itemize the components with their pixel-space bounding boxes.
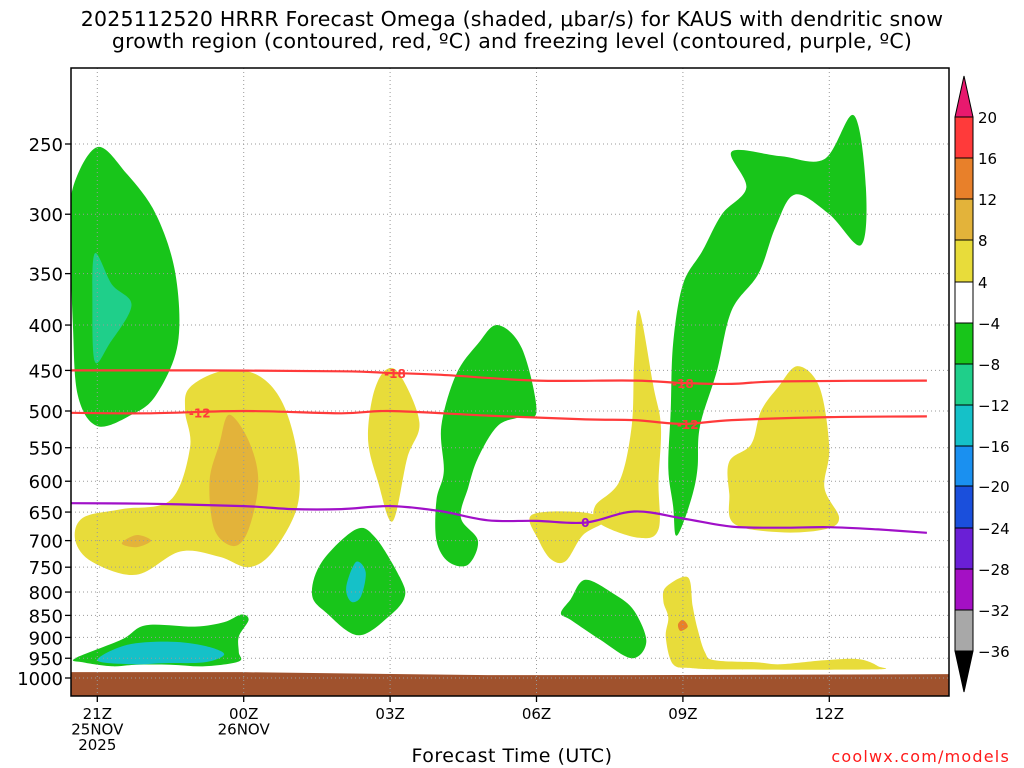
omega-colorbar: 20 16 12 8 4 −4 −8 −12 −16 −20 −24 −28 −32 −36 (954, 75, 1010, 693)
colorbar-bottom-arrow (954, 650, 974, 693)
y-tick-label-400: 400 (29, 316, 63, 337)
chart-title: 2025112520 HRRR Forecast Omega (shaded, … (0, 8, 1024, 52)
colorbar-label-7: −12 (978, 397, 1010, 415)
y-tick-label-500: 500 (29, 402, 63, 423)
colorbar-swatch-2 (954, 198, 974, 241)
omega-region-4 (121, 535, 151, 548)
omega-region-12 (593, 309, 662, 539)
contour-line--18 (71, 369, 927, 386)
colorbar-swatch-7 (954, 404, 974, 447)
y-tick-label-850: 850 (29, 606, 63, 627)
y-tick-label-900: 900 (29, 628, 63, 649)
contour-line--12 (71, 409, 927, 426)
x-tick-label-13-0: 09Z (668, 705, 697, 723)
y-tick-label-250: 250 (29, 135, 63, 156)
colorbar-swatch-12 (954, 609, 974, 652)
x-tick-label-1-1: 25NOV (71, 721, 124, 739)
colorbar-swatch-10 (954, 527, 974, 570)
colorbar-label-12: −32 (978, 602, 1010, 620)
colorbar-label-2: 12 (978, 191, 997, 209)
y-tick-label-800: 800 (29, 583, 63, 604)
x-tick-label-1-0: 21Z (83, 705, 112, 723)
x-tick-label-10-0: 06Z (522, 705, 551, 723)
x-tick-label-16-0: 12Z (815, 705, 844, 723)
contour-label-4: 0 (581, 516, 589, 530)
colorbar-label-10: −24 (978, 520, 1010, 538)
y-tick-label-600: 600 (29, 472, 63, 493)
y-tick-label-950: 950 (29, 649, 63, 670)
omega-region-1 (92, 252, 132, 364)
x-tick-label-4-1: 26NOV (218, 721, 271, 739)
contour-line-0 (71, 502, 927, 534)
y-tick-label-650: 650 (29, 503, 63, 524)
grid-layer (71, 68, 949, 696)
colorbar-label-5: −4 (978, 315, 1000, 333)
plot-frame (70, 67, 950, 697)
x-tick-label-7-0: 03Z (375, 705, 404, 723)
colorbar-label-6: −8 (978, 356, 1000, 374)
contour-label-3: -12 (677, 418, 699, 432)
contour-layer: -18 -18 -12 -12 0 (71, 367, 927, 534)
colorbar-label-11: −28 (978, 561, 1010, 579)
omega-region-16 (662, 576, 887, 670)
y-tick-label-300: 300 (29, 205, 63, 226)
y-tick-label-700: 700 (29, 532, 63, 553)
credit-link[interactable]: coolwx.com/models (831, 747, 1010, 766)
omega-region-3 (209, 414, 259, 547)
omega-region-11 (529, 511, 605, 564)
y-tick-label-550: 550 (29, 439, 63, 460)
chart-title-line-1: 2025112520 HRRR Forecast Omega (shaded, … (80, 7, 944, 31)
colorbar-top-arrow (954, 75, 974, 118)
omega-region-13 (560, 579, 647, 659)
x-axis-title: Forecast Time (UTC) (411, 745, 613, 767)
colorbar-swatch-3 (954, 239, 974, 283)
colorbar-swatch-4 (954, 281, 974, 324)
colorbar-label-3: 8 (978, 232, 988, 250)
y-tick-label-750: 750 (29, 558, 63, 579)
colorbar-swatch-0 (954, 116, 974, 159)
colorbar-swatch-5 (954, 322, 974, 365)
omega-shading-layer (71, 114, 887, 670)
omega-region-0 (71, 147, 180, 427)
omega-region-10 (435, 324, 537, 567)
colorbar-swatch-6 (954, 363, 974, 406)
omega-region-15 (727, 366, 840, 533)
colorbar-swatch-8 (954, 445, 974, 487)
omega-region-6 (97, 641, 225, 665)
colorbar-label-1: 16 (978, 150, 997, 168)
colorbar-label-9: −20 (978, 478, 1010, 496)
contour-label-1: -18 (672, 377, 694, 391)
colorbar-swatch-9 (954, 485, 974, 529)
contour-label-0: -18 (384, 367, 406, 381)
colorbar-label-8: −16 (978, 438, 1010, 456)
colorbar-label-4: 4 (978, 274, 988, 292)
contour-label-2: -12 (189, 407, 211, 421)
y-tick-label-450: 450 (29, 361, 63, 382)
y-tick-label-350: 350 (29, 265, 63, 286)
colorbar-label-13: −36 (978, 643, 1010, 661)
omega-region-17 (677, 619, 688, 631)
colorbar-swatch-1 (954, 157, 974, 200)
colorbar-label-0: 20 (978, 109, 997, 127)
colorbar-swatch-11 (954, 568, 974, 611)
y-axis: 2503003504004505005506006507007508008509… (17, 135, 71, 690)
x-tick-label-1-2: 2025 (78, 736, 116, 754)
terrain-layer (71, 672, 949, 696)
y-tick-label-1000: 1000 (17, 669, 63, 690)
chart-title-line-2: growth region (contoured, red, ºC) and f… (111, 29, 913, 53)
x-tick-label-4-0: 00Z (229, 705, 258, 723)
terrain-ground (71, 672, 949, 696)
omega-region-9 (367, 367, 420, 522)
